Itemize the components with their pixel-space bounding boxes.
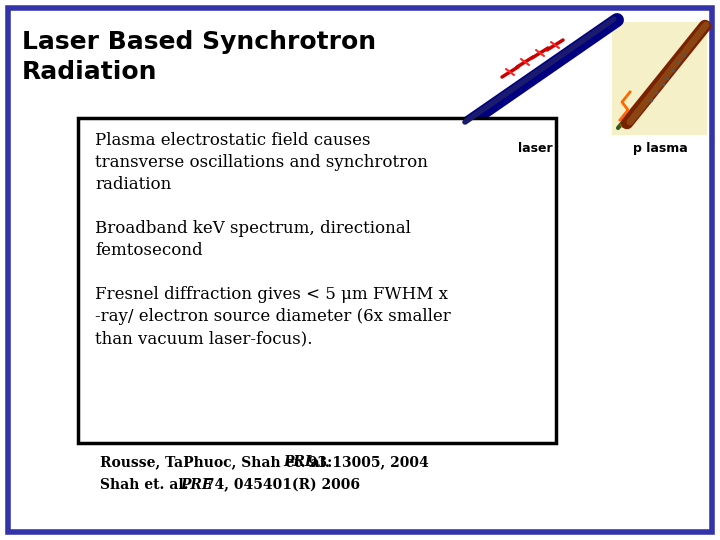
Text: than vacuum laser-focus).: than vacuum laser-focus). (95, 330, 312, 347)
Text: 74, 045401(R) 2006: 74, 045401(R) 2006 (200, 478, 360, 492)
Text: Fresnel diffraction gives < 5 μm FWHM x: Fresnel diffraction gives < 5 μm FWHM x (95, 286, 448, 303)
Text: Laser Based Synchrotron
Radiation: Laser Based Synchrotron Radiation (22, 30, 376, 84)
Text: PRE: PRE (180, 478, 212, 492)
Text: p lasma: p lasma (633, 142, 688, 155)
Text: laser: laser (518, 142, 552, 155)
Text: Broadband keV spectrum, directional: Broadband keV spectrum, directional (95, 220, 411, 237)
Text: transverse oscillations and synchrotron: transverse oscillations and synchrotron (95, 154, 428, 171)
Text: femtosecond: femtosecond (95, 242, 202, 259)
Bar (78, 118, 556, 443)
Text: Shah et. al.: Shah et. al. (100, 478, 194, 492)
Text: -ray/ electron source diameter (6x smaller: -ray/ electron source diameter (6x small… (95, 308, 451, 325)
Bar (612, 22, 707, 135)
Text: Rousse, TaPhuoc, Shah et. al.: Rousse, TaPhuoc, Shah et. al. (100, 455, 335, 469)
Text: Plasma electrostatic field causes: Plasma electrostatic field causes (95, 132, 371, 149)
Text: radiation: radiation (95, 176, 171, 193)
Text: 93:13005, 2004: 93:13005, 2004 (303, 455, 428, 469)
Text: PRL: PRL (283, 455, 315, 469)
